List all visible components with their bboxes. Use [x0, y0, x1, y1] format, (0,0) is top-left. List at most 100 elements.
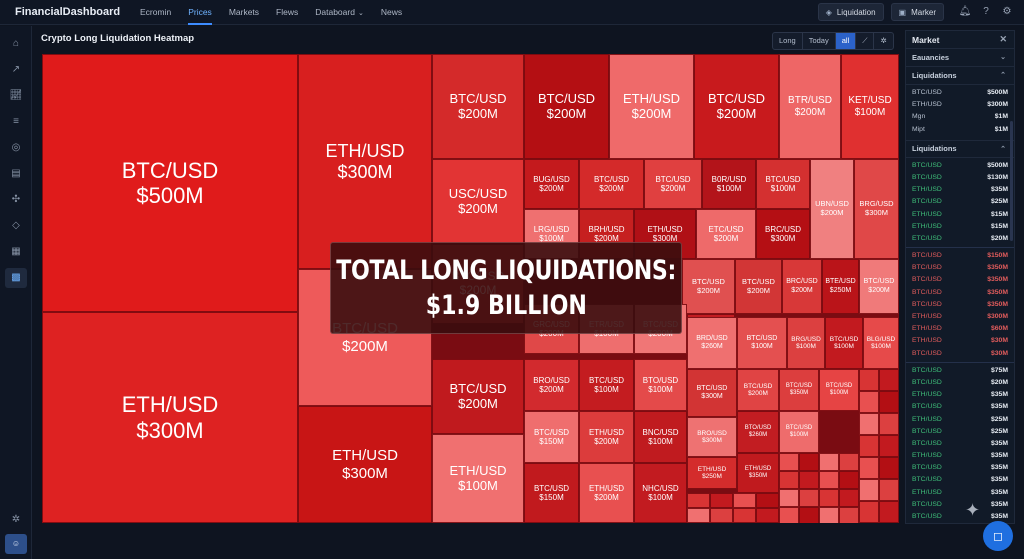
treemap-small-tile[interactable] — [733, 493, 756, 508]
treemap-small-tile[interactable] — [859, 391, 879, 413]
list-item[interactable]: BTC/USD $35M — [906, 511, 1014, 523]
treemap-tile[interactable]: BTC/USD $150M — [524, 463, 579, 523]
list-item[interactable]: BTC/USD $35M — [906, 462, 1014, 474]
treemap-tile[interactable]: BTC/USD$200M — [579, 159, 644, 209]
treemap-tile[interactable]: BRD/USD $260M — [687, 317, 737, 369]
marker-button[interactable]: ▣ Marker — [890, 3, 944, 21]
treemap-tile[interactable]: BRG/USD $300M — [854, 159, 899, 259]
list-item[interactable]: ETH/USD $300M — [906, 99, 1014, 111]
treemap-tile[interactable]: ETH/USD $200M — [609, 54, 694, 159]
treemap-tile[interactable]: ETH/USD $350M — [737, 453, 779, 493]
treemap-small-tile[interactable] — [879, 435, 899, 457]
list-item[interactable]: ETH/USD $35M — [906, 487, 1014, 499]
treemap-tile[interactable]: BTC/USD$200M — [432, 54, 524, 159]
list-item[interactable]: BTC/USD $130M — [906, 172, 1014, 184]
treemap-tile[interactable]: BTE/USD $250M — [822, 259, 859, 314]
list-item[interactable]: BTC/USD $500M — [906, 160, 1014, 172]
treemap-small-tile[interactable] — [879, 369, 899, 391]
list-item[interactable]: BTC/USD $35M — [906, 438, 1014, 450]
treemap-small-tile[interactable] — [799, 471, 819, 489]
close-icon[interactable]: ✕ — [999, 34, 1007, 44]
treemap-tile[interactable]: BTC/USD $100M — [779, 411, 819, 453]
nav-item-databoard[interactable]: Databoard ⌄ — [315, 0, 364, 25]
treemap-tile[interactable]: BTC/USD$200M — [694, 54, 779, 159]
list-item[interactable]: BTC/USD $25M — [906, 196, 1014, 208]
chart-icon[interactable]: 📈︎ — [9, 90, 23, 101]
list-item[interactable]: ETC/USD $20M — [906, 233, 1014, 245]
chat-button[interactable]: ◻ — [983, 521, 1013, 551]
treemap-small-tile[interactable] — [756, 508, 779, 523]
treemap-tile[interactable]: ETH/USD $300M — [298, 406, 432, 523]
treemap-tile[interactable]: BTC/USD $350M — [779, 369, 819, 411]
list-item[interactable]: ETH/USD $15M — [906, 209, 1014, 221]
list-item[interactable]: ETH/USD $35M — [906, 389, 1014, 401]
puzzle-icon[interactable]: ✣ — [11, 194, 21, 205]
treemap-small-tile[interactable] — [839, 489, 859, 507]
list-item[interactable]: BTC/USD $350M — [906, 274, 1014, 286]
brand[interactable]: FinancialDashboard — [10, 6, 120, 19]
treemap-small-tile[interactable] — [799, 489, 819, 507]
list-item[interactable]: BTC/USD $350M — [906, 287, 1014, 299]
treemap-tile[interactable]: BTC/USD$200M — [859, 259, 899, 314]
treemap-tile[interactable]: NHC/USD $100M — [634, 463, 687, 523]
treemap-tile[interactable]: BTO/USD $100M — [634, 359, 687, 411]
treemap-small-tile[interactable] — [839, 453, 859, 471]
list-item[interactable]: ETH/USD $300M — [906, 311, 1014, 323]
treemap-tile[interactable]: ETH/USD $250M — [687, 457, 737, 489]
avatar[interactable]: ☺ — [5, 534, 27, 554]
treemap-small-tile[interactable] — [779, 489, 799, 507]
treemap-small-tile[interactable] — [879, 479, 899, 501]
shield-icon[interactable]: ◇ — [12, 220, 20, 231]
treemap-small-tile[interactable] — [710, 508, 733, 523]
treemap-tile[interactable]: BRG/USD $100M — [787, 317, 825, 369]
list-item[interactable]: BTC/USD $500M — [906, 87, 1014, 99]
list-item[interactable]: BTC/USD $25M — [906, 426, 1014, 438]
treemap-tile[interactable]: BTC/USD$200M — [644, 159, 702, 209]
section-liquidations[interactable]: Liquidations ⌃ — [906, 67, 1014, 85]
treemap-small-tile[interactable] — [779, 453, 799, 471]
treemap-tile[interactable]: BTC/USD $150M — [524, 411, 579, 463]
treemap-small-tile[interactable] — [779, 471, 799, 489]
treemap-tile[interactable]: ETH/USD $300M — [42, 312, 298, 523]
nav-item-news[interactable]: News — [381, 0, 402, 25]
nav-item-flews[interactable]: Flews — [276, 0, 298, 25]
treemap-tile[interactable]: ETH/USD $300M — [298, 54, 432, 269]
settings-icon[interactable]: ✲ — [880, 36, 887, 45]
treemap-tile[interactable]: BTO/USD $260M — [737, 411, 779, 453]
treemap-tile[interactable]: BTC/USD $300M — [687, 369, 737, 417]
treemap-tile[interactable]: BTC/USD $100M — [737, 317, 787, 369]
treemap-small-tile[interactable] — [839, 471, 859, 489]
treemap-tile[interactable]: BRC/USD $200M — [782, 259, 822, 314]
list-item[interactable]: ETH/USD $35M — [906, 184, 1014, 196]
treemap-tile[interactable]: BRO/USD $300M — [687, 417, 737, 457]
nav-item-markets[interactable]: Markets — [229, 0, 259, 25]
treemap-tile[interactable]: ETH/USD $200M — [579, 411, 634, 463]
treemap-small-tile[interactable] — [819, 489, 839, 507]
trend-icon[interactable]: ↗ — [11, 64, 21, 75]
nav-item-ecromin[interactable]: Ecromin — [140, 0, 171, 25]
treemap-tile[interactable]: BTC/USD $100M — [825, 317, 863, 369]
list-item[interactable]: BTC/USD $35M — [906, 474, 1014, 486]
list-item[interactable]: ETH/USD $25M — [906, 414, 1014, 426]
treemap-tile[interactable]: BRO/USD $200M — [524, 359, 579, 411]
line-chart-icon[interactable]: ⟋ — [856, 33, 875, 49]
range-all[interactable]: all — [835, 33, 857, 49]
treemap-small-tile[interactable] — [859, 501, 879, 523]
compass-icon[interactable]: ◎ — [11, 142, 21, 153]
treemap-small-tile[interactable] — [839, 507, 859, 523]
range-today[interactable]: Today — [803, 33, 836, 49]
section-eauancies[interactable]: Eauancies ⌄ — [906, 49, 1014, 67]
nav-item-prices[interactable]: Prices — [188, 0, 212, 25]
treemap-small-tile[interactable] — [799, 507, 819, 523]
list-item[interactable]: ETH/USD $15M — [906, 221, 1014, 233]
treemap-small-tile[interactable] — [710, 493, 733, 508]
treemap-small-tile[interactable] — [756, 493, 779, 508]
treemap-tile[interactable]: ETC/USD $200M — [696, 209, 756, 259]
list-icon[interactable]: ≡ — [13, 116, 19, 127]
treemap-small-tile[interactable] — [779, 507, 799, 523]
liquidation-button[interactable]: ◈ Liquidation — [817, 3, 884, 21]
treemap-tile[interactable]: USC/USD $200M — [432, 159, 524, 244]
list-item[interactable]: BTC/USD $75M — [906, 365, 1014, 377]
list-item[interactable]: ETH/USD $60M — [906, 323, 1014, 335]
treemap-tile[interactable]: BTC/USD $100M — [579, 359, 634, 411]
